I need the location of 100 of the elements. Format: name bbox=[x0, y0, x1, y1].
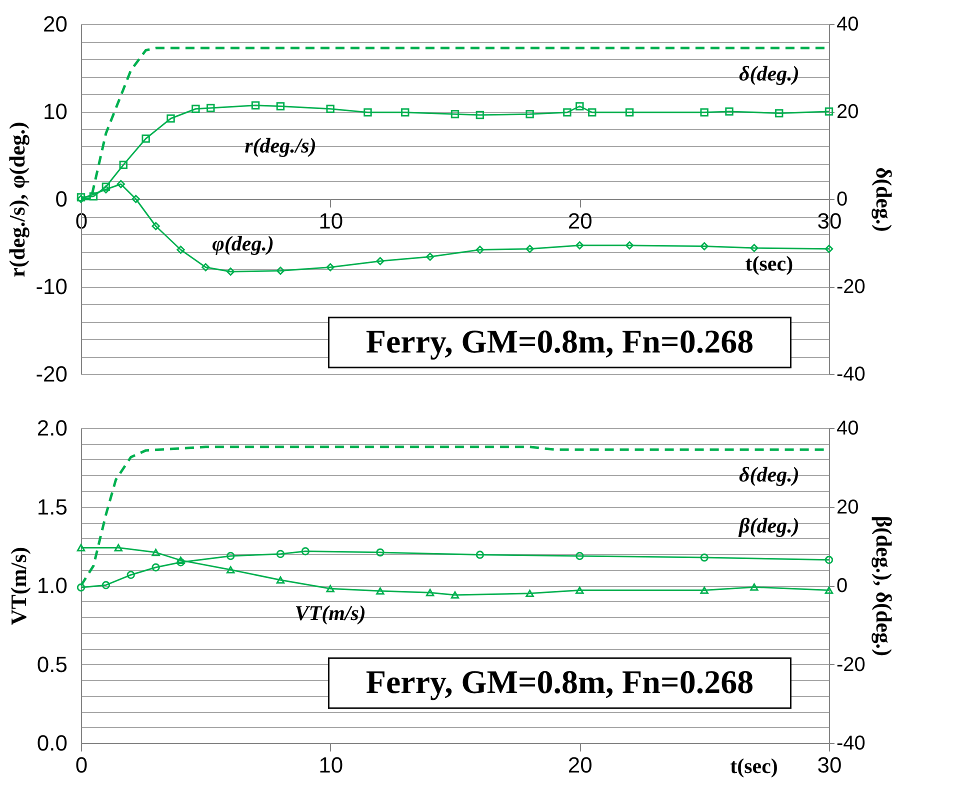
point bbox=[450, 591, 460, 599]
point bbox=[276, 576, 285, 584]
y-tick-label: 0 bbox=[55, 186, 68, 212]
point bbox=[276, 266, 285, 275]
point bbox=[114, 544, 123, 552]
x-tick-label: 30 bbox=[817, 752, 842, 778]
point bbox=[824, 586, 834, 594]
point bbox=[166, 114, 175, 123]
point bbox=[301, 547, 310, 556]
y-tick-label: 0.0 bbox=[36, 730, 68, 756]
point bbox=[126, 570, 135, 579]
point bbox=[226, 268, 235, 276]
point bbox=[89, 192, 98, 200]
y2-axis-title: δ(deg.) bbox=[871, 167, 896, 232]
point bbox=[576, 552, 584, 560]
point bbox=[576, 102, 584, 110]
y2-tick-label: 0 bbox=[836, 188, 848, 210]
y-axis-title: r(deg./s), φ(deg.) bbox=[4, 122, 30, 278]
y-tick-label: 20 bbox=[43, 12, 68, 36]
x-axis-title: t(sec) bbox=[730, 754, 778, 778]
point bbox=[526, 590, 534, 598]
point bbox=[824, 107, 834, 116]
point bbox=[376, 587, 384, 595]
point bbox=[251, 101, 260, 110]
point bbox=[152, 548, 160, 556]
y-tick-label: -20 bbox=[36, 362, 68, 386]
point bbox=[119, 160, 128, 169]
point bbox=[76, 193, 86, 202]
point bbox=[476, 550, 484, 559]
point bbox=[476, 246, 484, 254]
annotation: Ferry, GM=0.8m, Fn=0.268 bbox=[366, 324, 754, 360]
point bbox=[176, 246, 185, 254]
x-tick-label: 20 bbox=[568, 208, 592, 234]
point bbox=[450, 110, 460, 118]
point bbox=[276, 102, 285, 110]
y2-tick-label: -40 bbox=[836, 732, 866, 754]
point bbox=[202, 263, 210, 272]
y2-tick-label: 20 bbox=[836, 496, 859, 518]
point bbox=[376, 548, 384, 557]
series-label: VT(m/s) bbox=[294, 600, 366, 625]
point bbox=[76, 544, 86, 552]
y-tick-label: 10 bbox=[43, 99, 68, 124]
y2-tick-label: 0 bbox=[836, 575, 848, 597]
point bbox=[326, 263, 334, 272]
series-label: r(deg./s) bbox=[244, 134, 316, 158]
point bbox=[152, 563, 160, 572]
point bbox=[364, 108, 372, 116]
point bbox=[116, 180, 125, 188]
point bbox=[142, 134, 150, 143]
series-label: β(deg.) bbox=[738, 513, 800, 538]
y-tick-label: -10 bbox=[36, 274, 68, 299]
y-tick-label: 2.0 bbox=[36, 416, 68, 440]
point bbox=[326, 584, 334, 592]
point bbox=[625, 241, 634, 250]
x-axis-title: t(sec) bbox=[745, 252, 794, 276]
point bbox=[376, 257, 384, 266]
point bbox=[226, 566, 235, 574]
point bbox=[725, 107, 734, 116]
point bbox=[824, 244, 834, 253]
point bbox=[700, 108, 708, 116]
y2-tick-label: 40 bbox=[836, 418, 859, 440]
point bbox=[226, 552, 235, 560]
point bbox=[426, 588, 434, 596]
x-tick-label: 0 bbox=[75, 752, 88, 778]
point bbox=[625, 108, 634, 116]
point bbox=[192, 104, 200, 113]
x-tick-label: 20 bbox=[568, 752, 592, 778]
y-tick-label: 1.0 bbox=[36, 573, 68, 598]
point bbox=[775, 109, 784, 118]
y2-axis-title: β(deg.), δ(deg.) bbox=[871, 516, 896, 656]
y-tick-label: 1.5 bbox=[36, 494, 68, 520]
point bbox=[563, 108, 572, 116]
y2-tick-label: 20 bbox=[836, 101, 859, 123]
point bbox=[132, 194, 140, 204]
series-label: δ(deg.) bbox=[738, 462, 800, 486]
x-tick-label: 30 bbox=[817, 208, 842, 234]
point bbox=[426, 252, 434, 261]
point bbox=[700, 553, 708, 562]
point bbox=[700, 586, 708, 594]
series-label: φ(deg.) bbox=[212, 232, 274, 256]
y2-tick-label: 40 bbox=[836, 14, 859, 36]
annotation: Ferry, GM=0.8m, Fn=0.268 bbox=[366, 665, 754, 702]
y-tick-label: 0.5 bbox=[36, 652, 68, 677]
point bbox=[152, 222, 160, 230]
point bbox=[700, 242, 708, 250]
point bbox=[206, 104, 215, 112]
x-tick-label: 10 bbox=[318, 208, 344, 234]
point bbox=[526, 110, 534, 118]
point bbox=[102, 581, 110, 590]
y2-tick-label: -20 bbox=[836, 654, 866, 676]
x-tick-label: 10 bbox=[318, 752, 344, 778]
point bbox=[102, 182, 110, 191]
point bbox=[476, 110, 484, 120]
point bbox=[750, 244, 758, 252]
point bbox=[276, 550, 285, 558]
point bbox=[588, 108, 596, 116]
point bbox=[401, 108, 410, 116]
y2-tick-label: -20 bbox=[836, 276, 866, 298]
point bbox=[576, 586, 584, 594]
y2-tick-label: -40 bbox=[836, 364, 866, 386]
